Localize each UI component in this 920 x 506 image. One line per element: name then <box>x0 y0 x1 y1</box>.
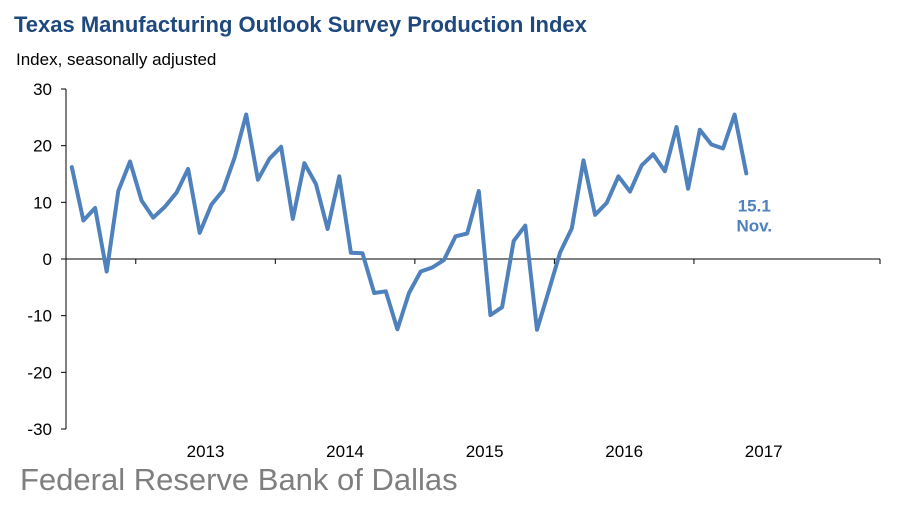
chart-title: Texas Manufacturing Outlook Survey Produ… <box>14 12 587 37</box>
y-tick-label: -20 <box>27 363 52 382</box>
y-axis-ticks: 30 20 10 0 -10 -20 -30 <box>27 80 66 439</box>
axes <box>65 89 880 429</box>
x-tick-label: 2014 <box>326 442 364 461</box>
y-axis-label: Index, seasonally adjusted <box>16 50 217 69</box>
series-layer <box>69 112 749 332</box>
y-tick-label: 10 <box>33 193 52 212</box>
y-tick-label: -10 <box>27 307 52 326</box>
y-tick-label: 0 <box>43 250 52 269</box>
footer-source: Federal Reserve Bank of Dallas <box>20 462 458 497</box>
y-tick-label: 30 <box>33 80 52 99</box>
x-axis-ticks: 2013 2014 2015 2016 2017 <box>135 259 881 461</box>
y-tick-label: -30 <box>27 420 52 439</box>
last-value-label: 15.1 <box>738 196 771 215</box>
x-tick-label: 2017 <box>745 442 783 461</box>
series-line <box>69 112 749 332</box>
x-tick-label: 2013 <box>187 442 225 461</box>
x-tick-label: 2016 <box>605 442 643 461</box>
x-tick-label: 2015 <box>466 442 504 461</box>
last-period-label: Nov. <box>736 216 772 235</box>
y-tick-label: 20 <box>33 137 52 156</box>
